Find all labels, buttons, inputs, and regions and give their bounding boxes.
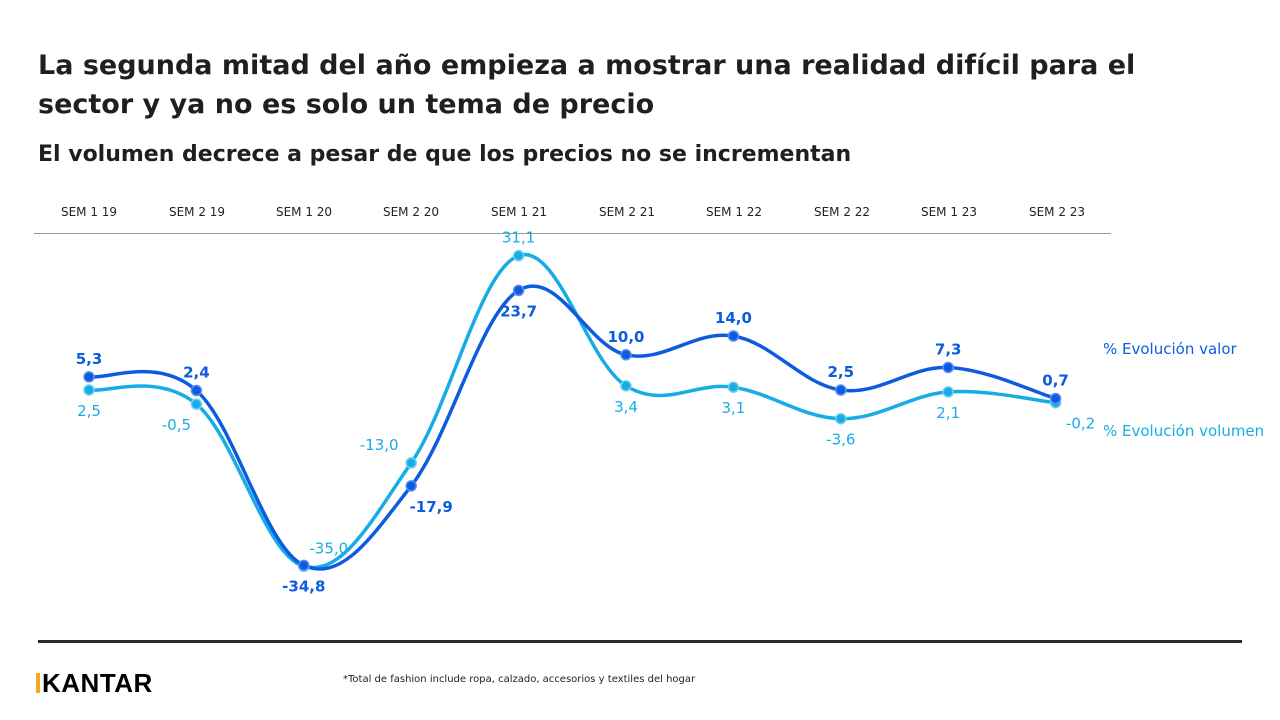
data-label-volumen: -3,6 — [826, 431, 855, 449]
category-label: SEM 1 21 — [490, 205, 548, 219]
data-point-volumen — [835, 412, 847, 425]
data-point-valor — [942, 361, 954, 374]
data-point-volumen — [512, 249, 525, 262]
page-subtitle: El volumen decrece a pesar de que los pr… — [38, 142, 852, 167]
data-point-valor — [1049, 392, 1062, 405]
series-line-valor — [87, 284, 1058, 571]
data-point-valor — [405, 480, 417, 492]
category-label: SEM 1 19 — [60, 205, 118, 219]
data-point-valor — [83, 371, 95, 383]
data-point-valor — [835, 384, 847, 396]
data-point-volumen — [620, 380, 632, 392]
data-label-valor: 14,0 — [715, 309, 752, 327]
data-label-valor: -34,8 — [282, 577, 325, 595]
data-label-volumen: -35,0 — [309, 539, 348, 557]
data-point-volumen — [942, 386, 954, 398]
category-label: SEM 1 20 — [275, 205, 333, 219]
data-point-valor — [512, 284, 525, 297]
data-label-volumen: 2,1 — [936, 404, 960, 422]
data-point-valor — [727, 330, 740, 342]
category-label: SEM 1 22 — [705, 205, 763, 219]
data-label-valor: 5,3 — [76, 350, 103, 368]
data-label-volumen: -0,2 — [1066, 415, 1095, 433]
footer-divider — [38, 640, 1242, 643]
data-point-valor — [298, 559, 310, 572]
category-label: SEM 2 22 — [813, 205, 871, 219]
category-label: SEM 2 23 — [1028, 205, 1086, 219]
data-label-volumen: 3,1 — [721, 399, 745, 417]
data-point-volumen — [190, 398, 203, 410]
data-label-volumen: 31,1 — [502, 229, 535, 247]
logo-accent-bar — [36, 673, 40, 693]
data-label-valor: 10,0 — [607, 328, 644, 346]
data-label-valor: 0,7 — [1042, 372, 1069, 390]
logo-text: KANTAR — [42, 668, 153, 698]
data-point-valor — [620, 349, 632, 361]
data-point-valor — [190, 384, 203, 397]
legend-valor: % Evolución valor — [1103, 340, 1237, 358]
category-label: SEM 2 21 — [598, 205, 656, 219]
data-label-volumen: 3,4 — [614, 398, 638, 416]
data-label-valor: 2,5 — [828, 363, 855, 381]
data-label-volumen: 2,5 — [77, 402, 101, 420]
category-label: SEM 2 19 — [168, 205, 226, 219]
data-label-volumen: -13,0 — [360, 436, 399, 454]
category-label: SEM 1 23 — [920, 205, 978, 219]
data-label-volumen: -0,5 — [162, 416, 191, 434]
data-point-volumen — [405, 457, 417, 469]
series-line-volumen — [87, 252, 1058, 570]
footnote: *Total de fashion include ropa, calzado,… — [343, 674, 696, 685]
data-label-valor: -17,9 — [410, 498, 453, 516]
kantar-logo: KANTAR — [36, 668, 153, 699]
data-label-valor: 7,3 — [935, 340, 962, 358]
category-axis: SEM 1 19 SEM 2 19 SEM 1 20 SEM 2 20 SEM … — [34, 205, 1111, 234]
data-point-volumen — [727, 381, 740, 393]
data-point-volumen — [83, 384, 95, 396]
legend-volumen: % Evolución volumen — [1103, 422, 1265, 440]
data-label-valor: 2,4 — [183, 364, 210, 382]
page-title: La segunda mitad del año empieza a mostr… — [38, 50, 1136, 120]
category-label: SEM 2 20 — [382, 205, 440, 219]
data-label-valor: 23,7 — [500, 302, 537, 320]
